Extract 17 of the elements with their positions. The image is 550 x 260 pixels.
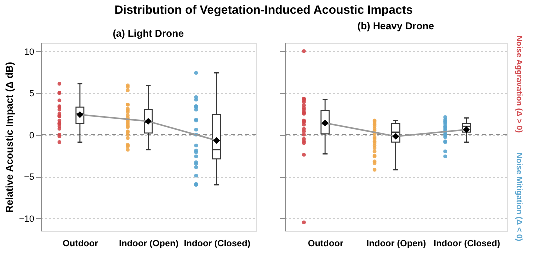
x-tick-label: Indoor (Closed) — [434, 238, 500, 248]
x-tick-label: Indoor (Open) — [366, 238, 426, 248]
y-tick-label: 5 — [29, 88, 34, 99]
x-tick-label: Indoor (Open) — [119, 238, 179, 248]
x-tick-label: Outdoor — [62, 238, 99, 248]
y-tick-label: −5 — [24, 172, 34, 182]
y-axis-title: Relative Acoustic Impact (Δ dB) — [5, 62, 16, 213]
chart-subtitle: (a) Light Drone — [112, 29, 184, 40]
text: Noise Aggravation (Δ > 0) — [515, 36, 524, 134]
x-tick-label: Outdoor — [308, 238, 344, 248]
y-tick-label: 0 — [29, 130, 34, 140]
chart-subtitle: (b) Heavy Drone — [358, 22, 435, 33]
y-tick-label: −10 — [19, 214, 34, 224]
chart-title: Distribution of Vegetation-Induced Acoustic Impacts — [114, 3, 414, 18]
y-tick-label: 10 — [24, 46, 34, 57]
x-tick-label: Indoor (Closed) — [184, 238, 251, 248]
text: Noise Mitigation (Δ < 0) — [515, 152, 524, 242]
